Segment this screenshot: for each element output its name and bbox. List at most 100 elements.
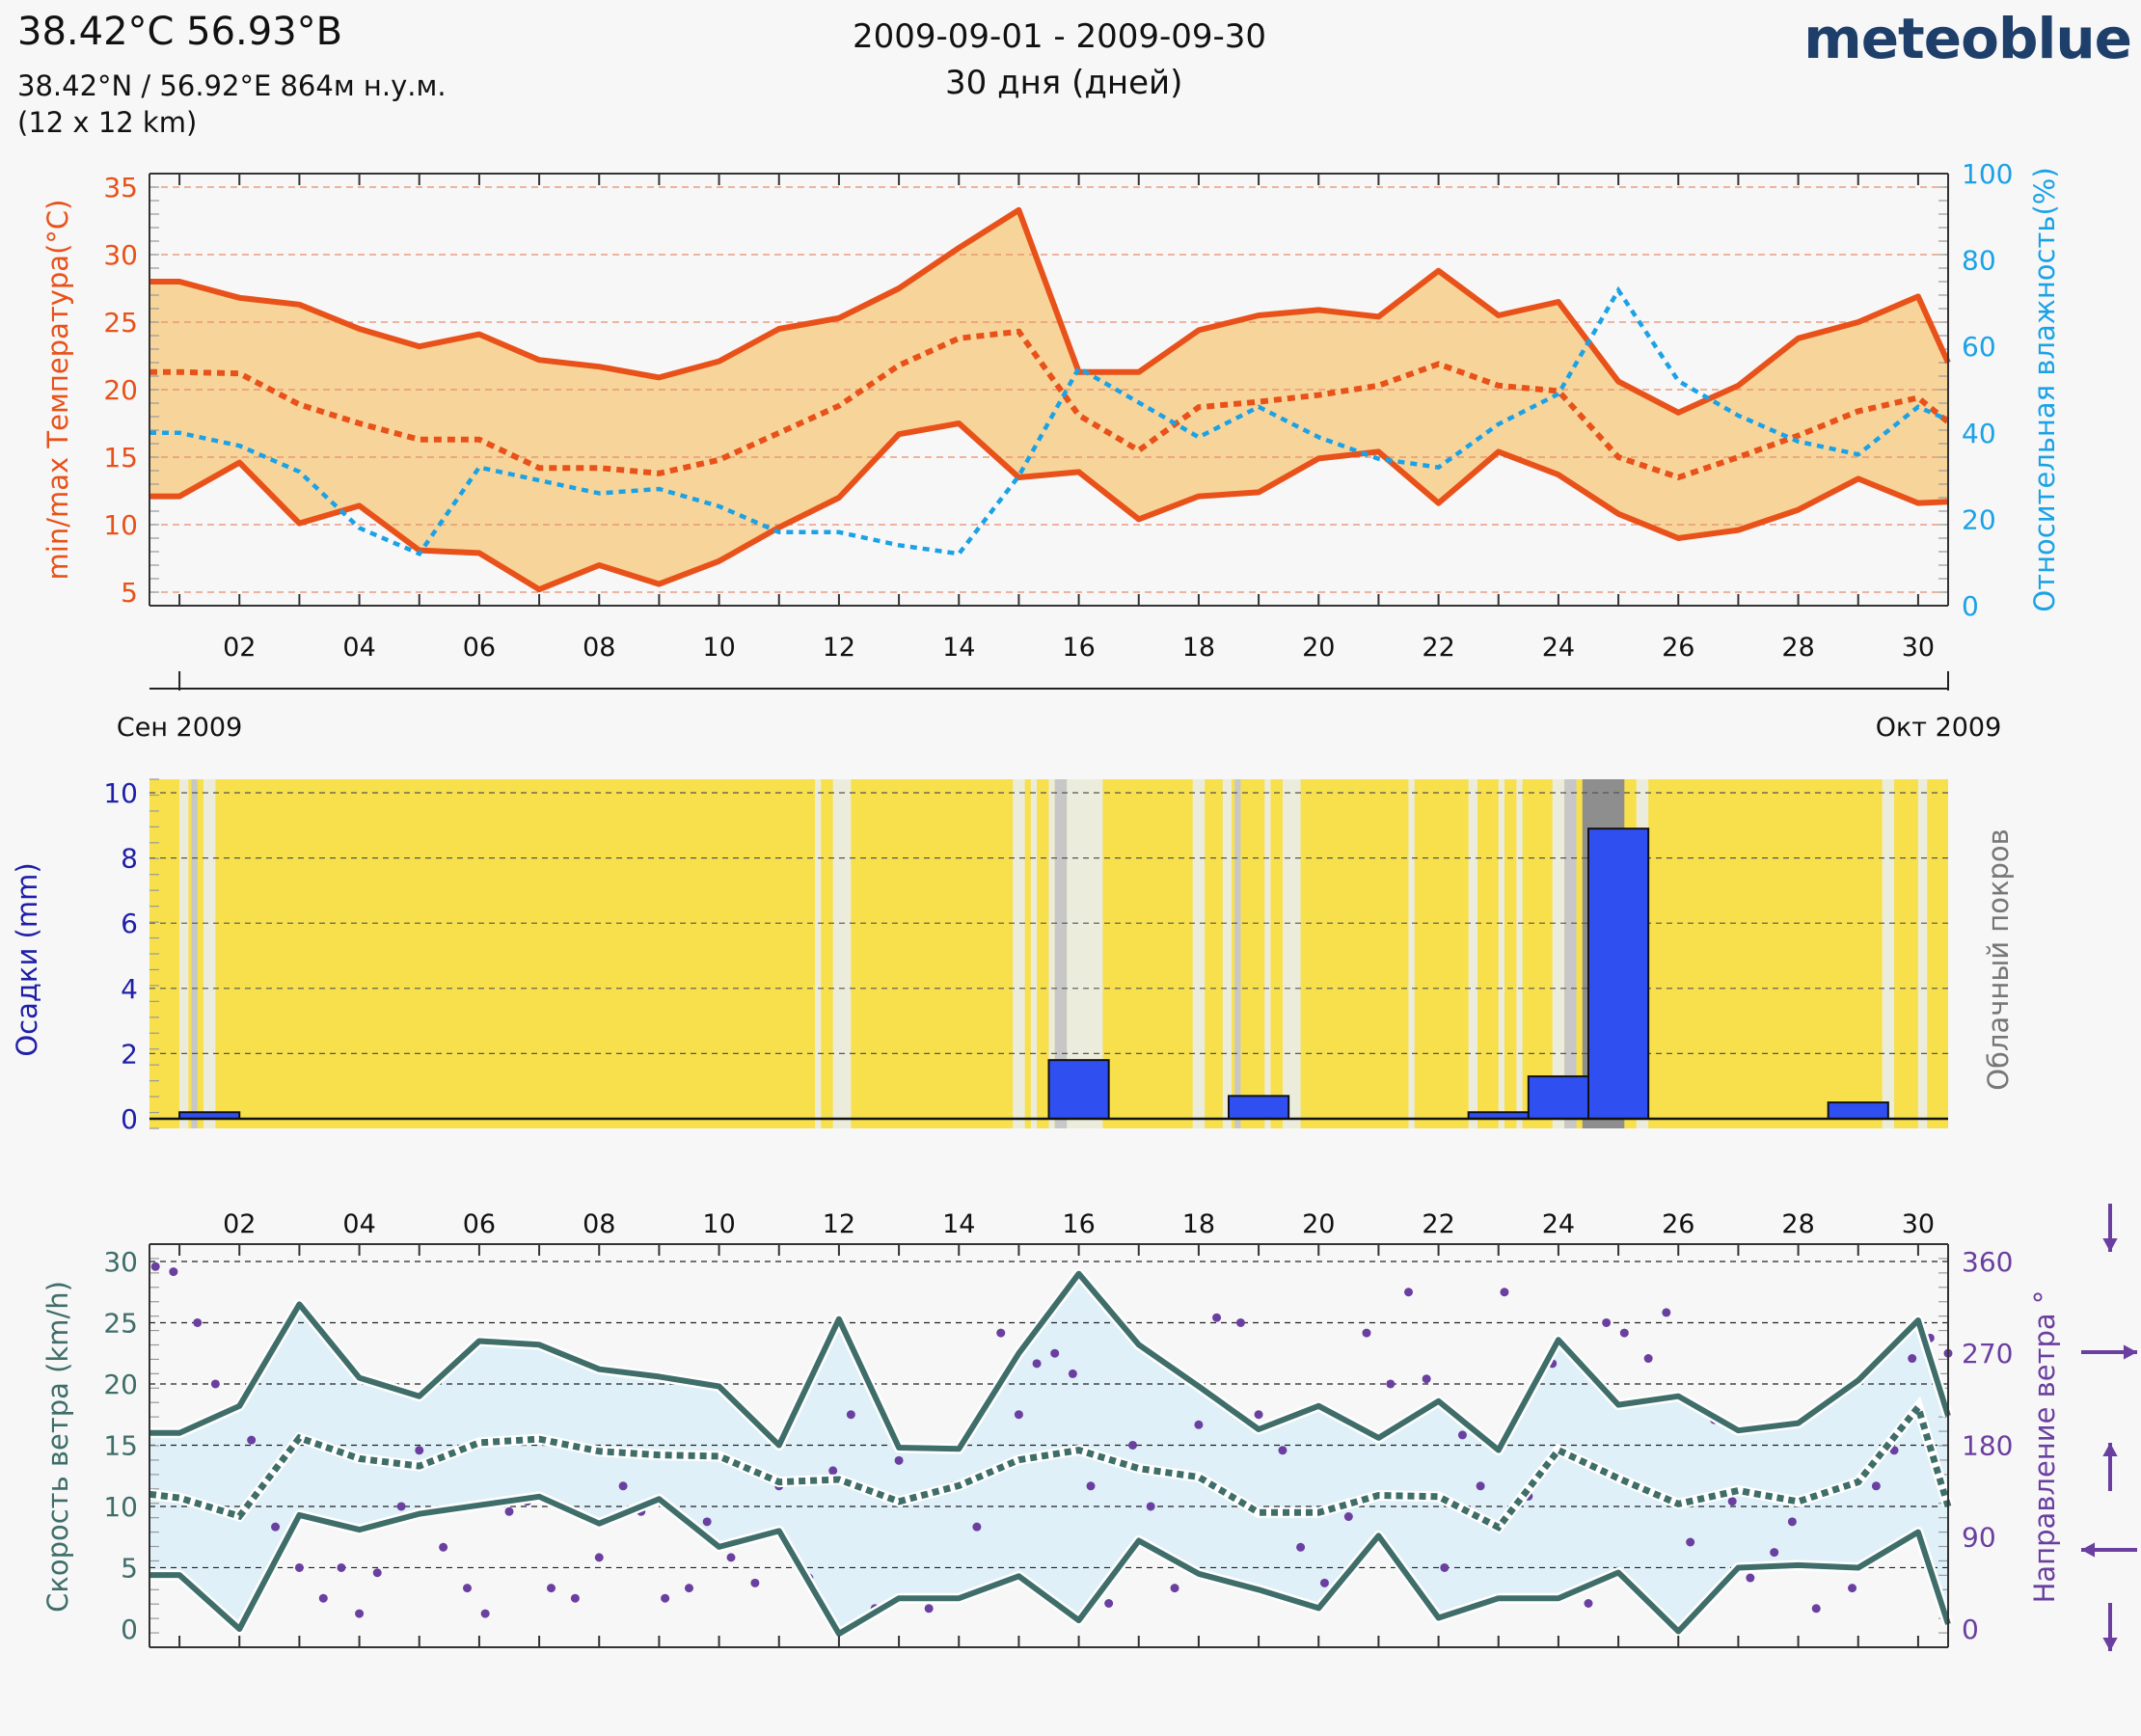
wind-y-tick-label: 10 (103, 1491, 138, 1523)
humidity-y-tick-label: 0 (1962, 590, 1979, 622)
cloud-axis-title: Облачный покров (1982, 828, 2015, 1091)
cloud-light-stripe (832, 779, 852, 1128)
x-tick-label: 12 (823, 1209, 855, 1239)
wind-direction-point (1296, 1542, 1306, 1552)
wind-direction-point (193, 1317, 203, 1327)
wind-direction-point (1319, 1578, 1329, 1587)
wind-direction-point (169, 1267, 178, 1277)
coordinates-elevation: 38.42°N / 56.92°E 864м н.у.м. (17, 69, 447, 102)
wind-direction-point (1386, 1379, 1396, 1389)
wind-direction-point (1643, 1354, 1653, 1364)
x-tick-label: 26 (1662, 633, 1694, 663)
wind-direction-point (480, 1609, 490, 1618)
wind-direction-point (1662, 1308, 1671, 1317)
cloud-light-stripe (1408, 779, 1415, 1128)
cloud-light-stripe (1222, 779, 1233, 1128)
cloud-light-stripe (1498, 779, 1504, 1128)
humidity-y-tick-label: 40 (1962, 418, 1996, 449)
north-wind-arrow-bottom-icon (2102, 1637, 2118, 1651)
direction-y-tick-label: 0 (1962, 1614, 1979, 1645)
location-title: 38.42°C 56.93°B (17, 10, 343, 54)
wind-direction-point (271, 1522, 281, 1532)
wind-direction-point (504, 1506, 514, 1516)
wind-direction-point (1032, 1359, 1042, 1369)
wind-direction-point (462, 1584, 472, 1593)
wind-max-line (149, 1270, 1951, 1453)
wind-y-tick-label: 0 (121, 1614, 138, 1645)
temp-mean-line (149, 328, 1950, 481)
x-tick-label: 24 (1542, 1209, 1575, 1239)
x-tick-label: 20 (1302, 633, 1335, 663)
x-tick-label: 16 (1062, 1209, 1095, 1239)
temp-y-tick-label: 15 (103, 442, 138, 474)
wind-direction-point (1787, 1517, 1797, 1527)
x-tick-label: 10 (702, 633, 735, 663)
cloud-light-stripe (1048, 779, 1055, 1128)
wind-direction-point (1104, 1598, 1114, 1608)
wind-direction-point (150, 1261, 160, 1271)
precip-bar (1228, 1095, 1290, 1120)
x-tick-label: 30 (1902, 633, 1935, 663)
precip-axis-title: Осадки (mm) (11, 862, 43, 1056)
humidity-y-tick-label: 60 (1962, 331, 1996, 363)
grid-resolution: (12 x 12 km) (17, 106, 198, 139)
humidity-y-tick-label: 100 (1962, 158, 2013, 190)
x-tick-label: 24 (1542, 633, 1575, 663)
wind-direction-point (924, 1604, 934, 1614)
cloud-light-stripe (1882, 779, 1895, 1128)
x-tick-label: 04 (342, 1209, 375, 1239)
brand-logo[interactable]: meteoblue (1803, 6, 2132, 71)
days-count: 30 дня (дней) (945, 64, 1183, 102)
cloud-mid-stripe (1564, 779, 1577, 1128)
wind-direction-point (1254, 1410, 1263, 1420)
wind-direction-point (661, 1593, 670, 1603)
wind-direction-point (1848, 1584, 1857, 1593)
month-start-label: Сен 2009 (117, 713, 242, 743)
cloud-light-stripe (1552, 779, 1565, 1128)
direction-y-tick-label: 360 (1962, 1246, 2013, 1278)
cloud-light-stripe (1264, 779, 1271, 1128)
wind-direction-point (594, 1553, 604, 1562)
cloud-mid-stripe (1054, 779, 1068, 1128)
wind-direction-point (1770, 1548, 1779, 1558)
x-tick-label: 02 (223, 633, 256, 663)
wind-direction-point (1871, 1481, 1881, 1491)
wind-y-tick-label: 30 (103, 1246, 138, 1278)
wind-direction-point (1212, 1313, 1222, 1322)
precip-bar (1047, 1059, 1110, 1121)
precip-y-tick-label: 8 (121, 843, 138, 875)
cloud-mid-stripe (1234, 779, 1241, 1128)
cloud-light-stripe (1192, 779, 1206, 1128)
precip-y-tick-label: 6 (121, 908, 138, 939)
humidity-axis-title: Относительная влажность(%) (2028, 167, 2061, 611)
precip-y-tick-label: 0 (121, 1103, 138, 1135)
x-tick-label: 28 (1781, 633, 1814, 663)
wind-direction-point (355, 1609, 365, 1618)
x-tick-label: 12 (823, 633, 855, 663)
wind-direction-point (547, 1584, 556, 1593)
x-tick-label: 20 (1302, 1209, 1335, 1239)
wind-axis-title: Скорость ветра (km/h) (41, 1281, 74, 1613)
temp-y-tick-label: 5 (121, 577, 138, 609)
month-end-label: Окт 2009 (1876, 713, 2002, 743)
temp-y-tick-label: 20 (103, 374, 138, 406)
wind-direction-point (318, 1593, 328, 1603)
wind-direction-point (210, 1379, 220, 1389)
wind-direction-point (1170, 1584, 1179, 1593)
precip-bar (1827, 1101, 1889, 1120)
wind-direction-point (1128, 1440, 1138, 1450)
wind-direction-point (972, 1522, 982, 1532)
north-wind-arrow-icon (2102, 1237, 2118, 1252)
temp-max-line (149, 206, 1951, 416)
temp-y-tick-label: 10 (103, 509, 138, 541)
wind-direction-point (618, 1481, 628, 1491)
wind-direction-point (685, 1584, 693, 1593)
wind-direction-point (894, 1455, 904, 1465)
x-tick-label: 16 (1062, 633, 1095, 663)
wind-direction-point (1619, 1328, 1629, 1338)
wind-direction-point (750, 1578, 760, 1587)
wind-direction-point (1086, 1481, 1096, 1491)
wind-direction-point (846, 1410, 855, 1420)
west-wind-arrow-icon (2123, 1344, 2137, 1360)
x-tick-label: 06 (463, 633, 496, 663)
